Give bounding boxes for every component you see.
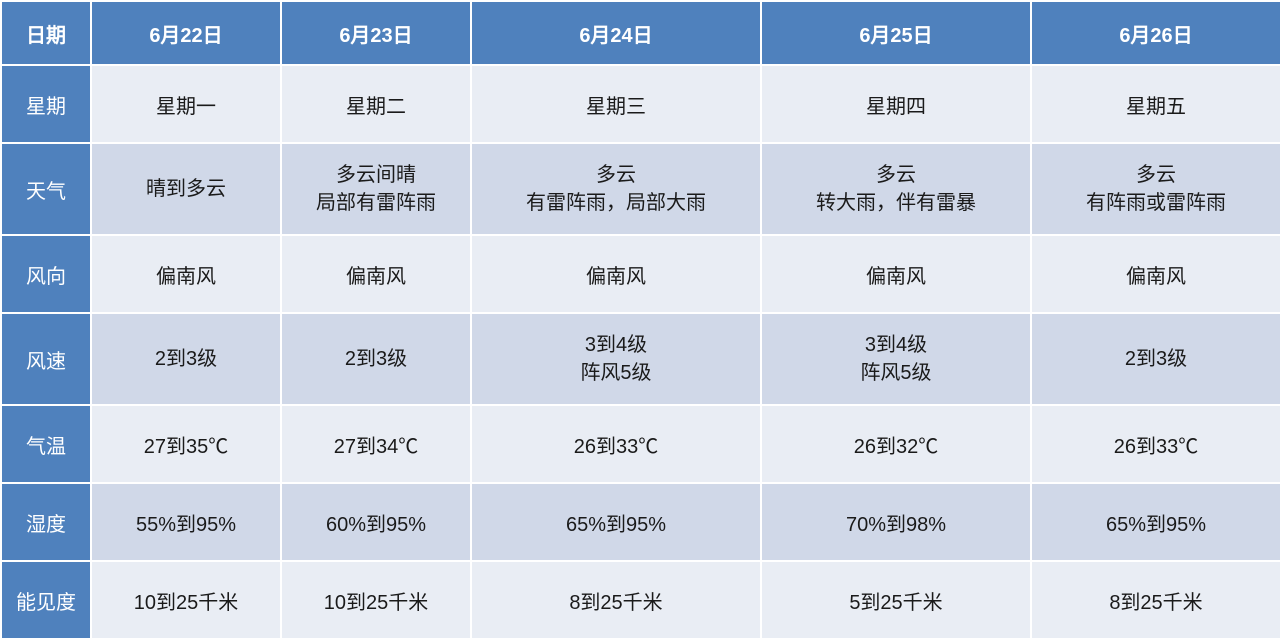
table-row-weather: 天气 晴到多云 多云间晴 局部有雷阵雨 多云 有雷阵雨，局部大雨 多云 转大雨，… (1, 143, 1280, 235)
cell-wind-dir-4: 偏南风 (761, 235, 1031, 313)
cell-wind-dir-3: 偏南风 (471, 235, 761, 313)
cell-wind-speed-2: 2到3级 (281, 313, 471, 405)
cell-visibility-1: 10到25千米 (91, 561, 281, 639)
cell-wind-dir-1: 偏南风 (91, 235, 281, 313)
cell-weekday-3: 星期三 (471, 65, 761, 143)
cell-weekday-1: 星期一 (91, 65, 281, 143)
cell-temp-2: 27到34℃ (281, 405, 471, 483)
header-date-3: 6月24日 (471, 1, 761, 65)
cell-temp-3: 26到33℃ (471, 405, 761, 483)
cell-temp-5: 26到33℃ (1031, 405, 1280, 483)
cell-weekday-2: 星期二 (281, 65, 471, 143)
weather-table: 日期 6月22日 6月23日 6月24日 6月25日 6月26日 星期 星期一 … (0, 0, 1280, 640)
weather-forecast-table: 日期 6月22日 6月23日 6月24日 6月25日 6月26日 星期 星期一 … (0, 0, 1280, 614)
cell-humidity-4: 70%到98% (761, 483, 1031, 561)
cell-visibility-5: 8到25千米 (1031, 561, 1280, 639)
cell-weather-1: 晴到多云 (91, 143, 281, 235)
row-label-visibility: 能见度 (1, 561, 91, 639)
cell-temp-1: 27到35℃ (91, 405, 281, 483)
table-row-visibility: 能见度 10到25千米 10到25千米 8到25千米 5到25千米 8到25千米 (1, 561, 1280, 639)
header-date-2: 6月23日 (281, 1, 471, 65)
cell-wind-speed-1: 2到3级 (91, 313, 281, 405)
table-row-humidity: 湿度 55%到95% 60%到95% 65%到95% 70%到98% 65%到9… (1, 483, 1280, 561)
row-label-humidity: 湿度 (1, 483, 91, 561)
cell-weekday-4: 星期四 (761, 65, 1031, 143)
header-date-5: 6月26日 (1031, 1, 1280, 65)
table-row-wind-direction: 风向 偏南风 偏南风 偏南风 偏南风 偏南风 (1, 235, 1280, 313)
header-date-4: 6月25日 (761, 1, 1031, 65)
cell-visibility-4: 5到25千米 (761, 561, 1031, 639)
cell-visibility-2: 10到25千米 (281, 561, 471, 639)
table-row-temperature: 气温 27到35℃ 27到34℃ 26到33℃ 26到32℃ 26到33℃ (1, 405, 1280, 483)
row-label-wind-speed: 风速 (1, 313, 91, 405)
cell-weather-3: 多云 有雷阵雨，局部大雨 (471, 143, 761, 235)
cell-wind-dir-5: 偏南风 (1031, 235, 1280, 313)
table-row-weekday: 星期 星期一 星期二 星期三 星期四 星期五 (1, 65, 1280, 143)
table-row-wind-speed: 风速 2到3级 2到3级 3到4级 阵风5级 3到4级 阵风5级 2到3级 (1, 313, 1280, 405)
cell-humidity-1: 55%到95% (91, 483, 281, 561)
table-header-row: 日期 6月22日 6月23日 6月24日 6月25日 6月26日 (1, 1, 1280, 65)
cell-visibility-3: 8到25千米 (471, 561, 761, 639)
cell-humidity-3: 65%到95% (471, 483, 761, 561)
row-label-wind-direction: 风向 (1, 235, 91, 313)
cell-wind-speed-4: 3到4级 阵风5级 (761, 313, 1031, 405)
row-label-temperature: 气温 (1, 405, 91, 483)
cell-temp-4: 26到32℃ (761, 405, 1031, 483)
header-date-1: 6月22日 (91, 1, 281, 65)
cell-wind-dir-2: 偏南风 (281, 235, 471, 313)
row-label-weather: 天气 (1, 143, 91, 235)
cell-weekday-5: 星期五 (1031, 65, 1280, 143)
cell-humidity-2: 60%到95% (281, 483, 471, 561)
cell-weather-5: 多云 有阵雨或雷阵雨 (1031, 143, 1280, 235)
cell-humidity-5: 65%到95% (1031, 483, 1280, 561)
cell-wind-speed-5: 2到3级 (1031, 313, 1280, 405)
cell-wind-speed-3: 3到4级 阵风5级 (471, 313, 761, 405)
cell-weather-2: 多云间晴 局部有雷阵雨 (281, 143, 471, 235)
header-date-label: 日期 (1, 1, 91, 65)
cell-weather-4: 多云 转大雨，伴有雷暴 (761, 143, 1031, 235)
row-label-weekday: 星期 (1, 65, 91, 143)
